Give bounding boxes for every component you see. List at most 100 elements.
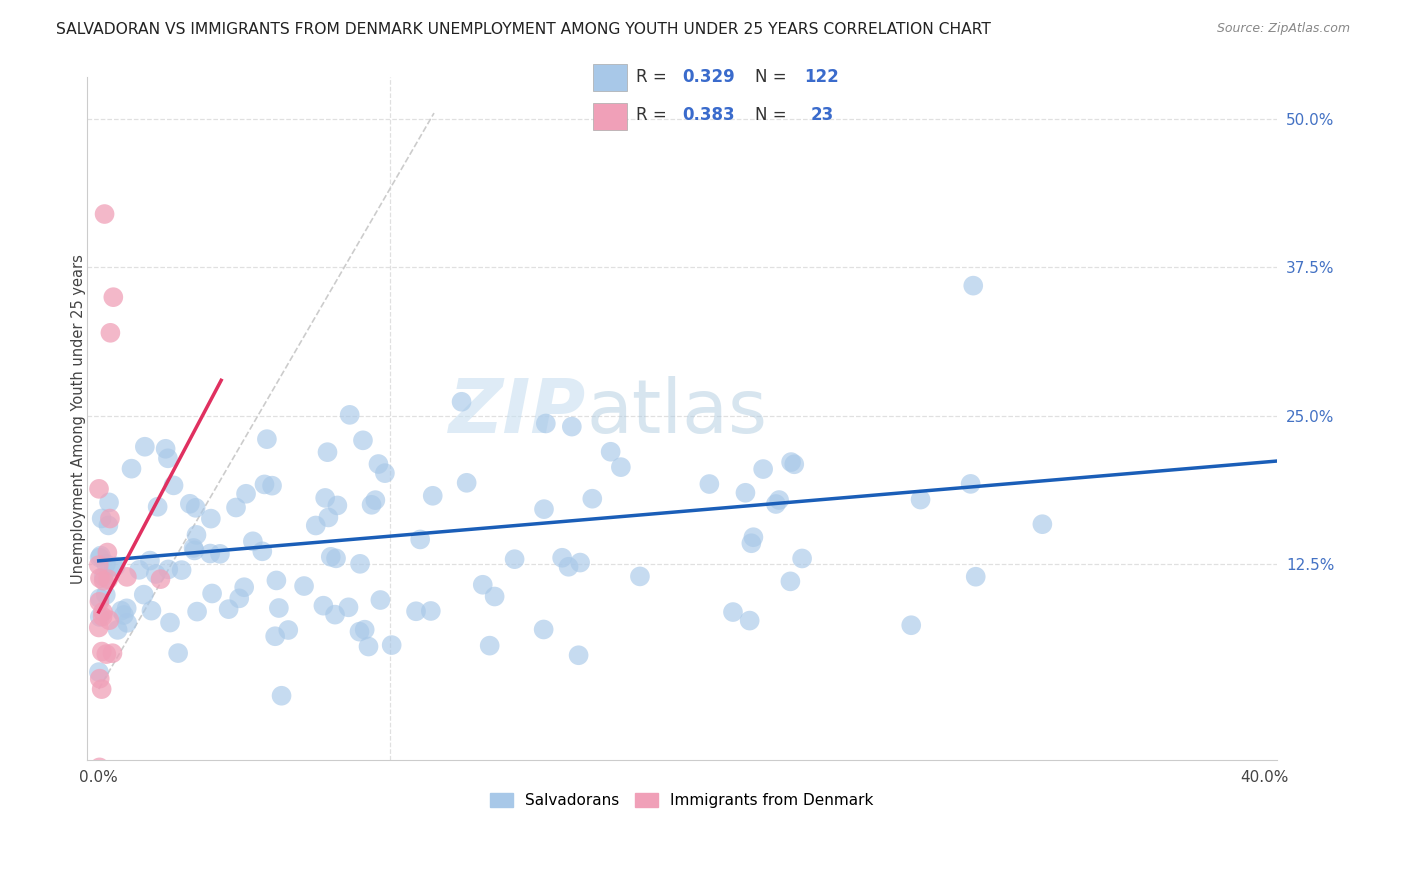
Point bbox=[768, 493, 790, 508]
Point bbox=[87, 620, 110, 634]
Point bbox=[87, 665, 110, 679]
Point bbox=[94, 557, 117, 571]
Point bbox=[228, 591, 250, 606]
Point bbox=[90, 682, 112, 697]
Point bbox=[422, 489, 444, 503]
Point bbox=[780, 455, 803, 469]
Point bbox=[965, 570, 987, 584]
Point bbox=[98, 495, 121, 509]
Point bbox=[186, 528, 208, 542]
Point bbox=[752, 462, 775, 476]
Point bbox=[134, 440, 156, 454]
Point bbox=[91, 609, 114, 624]
Point bbox=[783, 457, 806, 471]
Point bbox=[765, 497, 787, 511]
Point bbox=[183, 543, 205, 558]
Text: 122: 122 bbox=[804, 69, 839, 87]
Point bbox=[156, 451, 179, 466]
Point bbox=[959, 476, 981, 491]
Point bbox=[115, 615, 138, 630]
Point bbox=[186, 605, 208, 619]
Point bbox=[367, 457, 389, 471]
Point bbox=[581, 491, 603, 506]
Point bbox=[312, 599, 335, 613]
Legend: Salvadorans, Immigrants from Denmark: Salvadorans, Immigrants from Denmark bbox=[484, 787, 880, 814]
Point bbox=[200, 547, 222, 561]
Point bbox=[183, 541, 205, 555]
Text: SALVADORAN VS IMMIGRANTS FROM DENMARK UNEMPLOYMENT AMONG YOUTH UNDER 25 YEARS CO: SALVADORAN VS IMMIGRANTS FROM DENMARK UN… bbox=[56, 22, 991, 37]
Point bbox=[357, 640, 380, 654]
Point bbox=[360, 498, 382, 512]
Point bbox=[264, 629, 287, 643]
Text: N =: N = bbox=[755, 105, 792, 123]
Point bbox=[89, 672, 111, 686]
Text: N =: N = bbox=[755, 69, 792, 87]
Point bbox=[179, 497, 201, 511]
Point bbox=[484, 590, 506, 604]
Point bbox=[93, 207, 115, 221]
Point bbox=[353, 623, 375, 637]
Point bbox=[121, 461, 143, 475]
Point bbox=[97, 572, 120, 586]
Point bbox=[101, 646, 124, 660]
Point bbox=[900, 618, 922, 632]
Point bbox=[405, 604, 427, 618]
Point bbox=[551, 550, 574, 565]
Point bbox=[90, 511, 112, 525]
Point bbox=[266, 574, 288, 588]
Point bbox=[260, 478, 283, 492]
Point bbox=[218, 602, 240, 616]
Point bbox=[337, 600, 360, 615]
Point bbox=[610, 460, 633, 475]
Text: Source: ZipAtlas.com: Source: ZipAtlas.com bbox=[1216, 22, 1350, 36]
Point bbox=[349, 624, 371, 639]
Point bbox=[569, 556, 592, 570]
Point bbox=[352, 434, 374, 448]
Point bbox=[316, 445, 339, 459]
Point bbox=[374, 466, 396, 480]
Point bbox=[503, 552, 526, 566]
Point bbox=[200, 511, 222, 525]
Text: R =: R = bbox=[636, 105, 672, 123]
Point bbox=[96, 545, 118, 559]
Point bbox=[89, 571, 111, 585]
Point bbox=[734, 485, 756, 500]
Text: ZIP: ZIP bbox=[450, 376, 586, 449]
Point bbox=[790, 551, 813, 566]
Point bbox=[146, 500, 169, 514]
Point bbox=[115, 601, 138, 615]
Point bbox=[157, 562, 180, 576]
Point bbox=[159, 615, 181, 630]
Point bbox=[98, 511, 121, 525]
Point bbox=[87, 558, 110, 572]
Point bbox=[270, 689, 292, 703]
Text: 0.383: 0.383 bbox=[682, 105, 735, 123]
Point bbox=[962, 278, 984, 293]
Point bbox=[132, 588, 155, 602]
Point bbox=[779, 574, 801, 589]
Point bbox=[364, 493, 387, 508]
Point bbox=[96, 647, 118, 661]
Point bbox=[419, 604, 441, 618]
Point bbox=[91, 605, 114, 619]
Point bbox=[89, 760, 111, 774]
Y-axis label: Unemployment Among Youth under 25 years: Unemployment Among Youth under 25 years bbox=[72, 254, 86, 584]
Bar bbox=[593, 63, 627, 91]
Point bbox=[253, 477, 276, 491]
Point bbox=[370, 593, 392, 607]
Point bbox=[1031, 517, 1053, 532]
Point bbox=[721, 605, 744, 619]
Point bbox=[139, 553, 162, 567]
Point bbox=[145, 566, 167, 581]
Point bbox=[115, 570, 138, 584]
Point bbox=[533, 502, 555, 516]
Point bbox=[349, 557, 371, 571]
Point bbox=[170, 563, 193, 577]
Point bbox=[89, 610, 111, 624]
Point bbox=[167, 646, 190, 660]
Point bbox=[628, 569, 651, 583]
Point bbox=[326, 499, 349, 513]
Point bbox=[277, 623, 299, 637]
Point bbox=[89, 550, 111, 565]
Point bbox=[90, 549, 112, 563]
